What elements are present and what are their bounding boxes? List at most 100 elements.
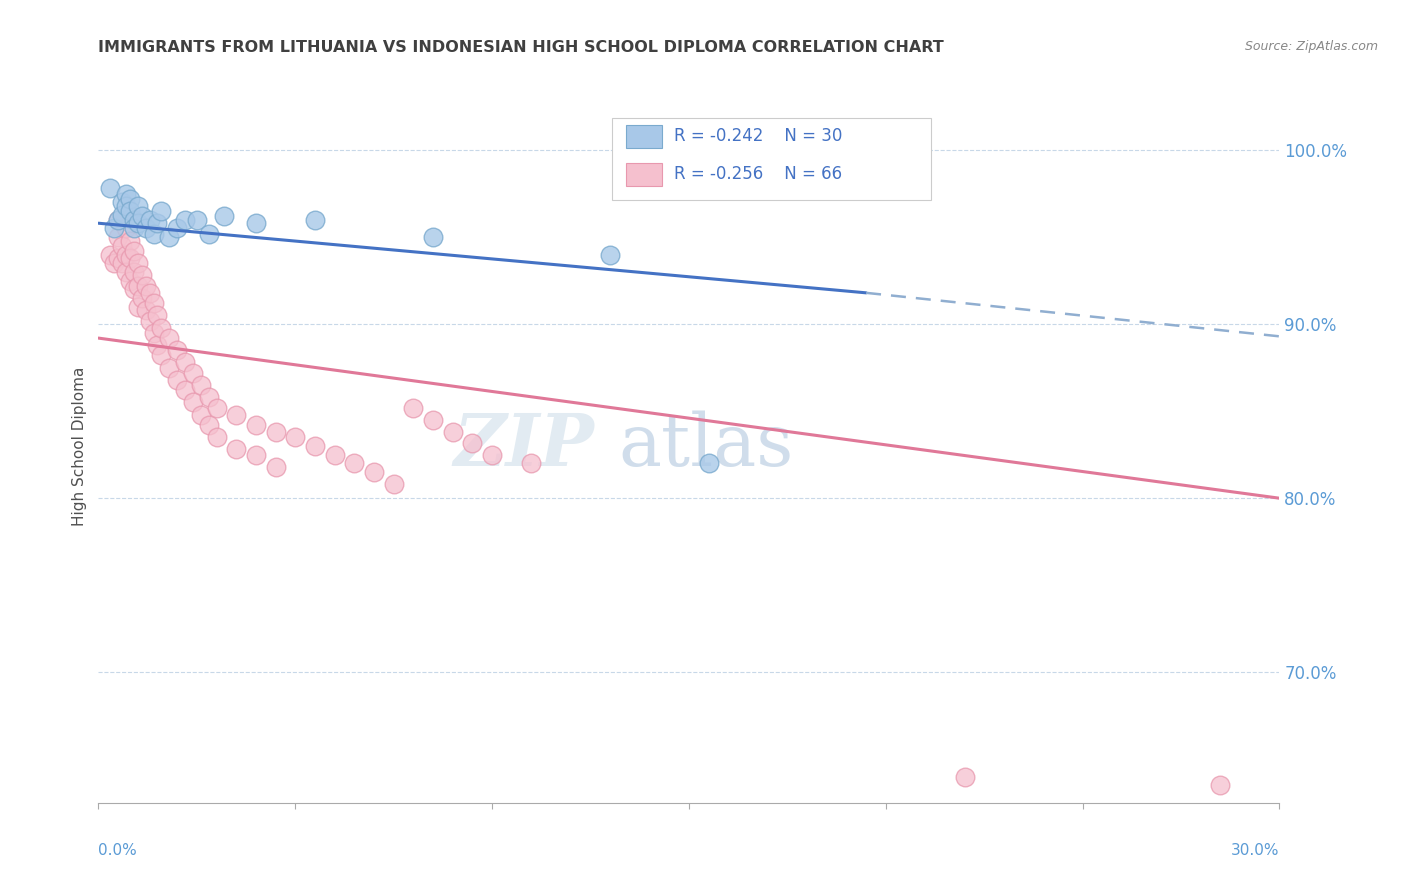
Point	[599, 247, 621, 261]
Point	[138, 314, 160, 328]
Point	[122, 282, 145, 296]
Point	[197, 418, 219, 433]
Point	[174, 212, 197, 227]
Point	[146, 338, 169, 352]
Point	[118, 251, 141, 265]
Point	[122, 265, 145, 279]
FancyBboxPatch shape	[612, 118, 931, 200]
Point	[111, 239, 134, 253]
Text: R = -0.242    N = 30: R = -0.242 N = 30	[673, 128, 842, 145]
Point	[157, 230, 180, 244]
Text: Source: ZipAtlas.com: Source: ZipAtlas.com	[1244, 40, 1378, 54]
Point	[142, 296, 165, 310]
Point	[150, 349, 173, 363]
Point	[98, 247, 121, 261]
Point	[122, 212, 145, 227]
Point	[111, 256, 134, 270]
Point	[166, 221, 188, 235]
Text: atlas: atlas	[619, 410, 793, 482]
Point	[138, 212, 160, 227]
Point	[520, 457, 543, 471]
Point	[264, 425, 287, 439]
Point	[98, 181, 121, 195]
Point	[304, 439, 326, 453]
Point	[481, 448, 503, 462]
Point	[422, 230, 444, 244]
Point	[118, 274, 141, 288]
Point	[157, 331, 180, 345]
Point	[190, 378, 212, 392]
Point	[166, 343, 188, 358]
Text: IMMIGRANTS FROM LITHUANIA VS INDONESIAN HIGH SCHOOL DIPLOMA CORRELATION CHART: IMMIGRANTS FROM LITHUANIA VS INDONESIAN …	[98, 40, 945, 55]
Text: ZIP: ZIP	[454, 410, 595, 482]
Point	[127, 256, 149, 270]
FancyBboxPatch shape	[626, 162, 662, 186]
Point	[264, 459, 287, 474]
Point	[205, 430, 228, 444]
Point	[174, 355, 197, 369]
Point	[323, 448, 346, 462]
Point	[131, 268, 153, 283]
Point	[115, 186, 138, 201]
Point	[142, 227, 165, 241]
Point	[190, 408, 212, 422]
Point	[245, 418, 267, 433]
Point	[122, 244, 145, 258]
Point	[461, 435, 484, 450]
Point	[166, 373, 188, 387]
Point	[107, 212, 129, 227]
Point	[118, 204, 141, 219]
Point	[422, 413, 444, 427]
Point	[103, 221, 125, 235]
Point	[284, 430, 307, 444]
Point	[111, 207, 134, 221]
Point	[402, 401, 425, 415]
Point	[118, 234, 141, 248]
Point	[245, 216, 267, 230]
Point	[146, 216, 169, 230]
Point	[142, 326, 165, 340]
Point	[205, 401, 228, 415]
Point	[127, 278, 149, 293]
Point	[225, 408, 247, 422]
Point	[118, 192, 141, 206]
Point	[103, 256, 125, 270]
Point	[107, 212, 129, 227]
Point	[953, 770, 976, 784]
Point	[115, 221, 138, 235]
Point	[181, 366, 204, 380]
Point	[135, 221, 157, 235]
Point	[138, 285, 160, 300]
Text: 0.0%: 0.0%	[98, 843, 138, 858]
Point	[150, 320, 173, 334]
Point	[174, 384, 197, 398]
FancyBboxPatch shape	[626, 125, 662, 148]
Point	[304, 212, 326, 227]
Point	[115, 199, 138, 213]
Point	[146, 309, 169, 323]
Point	[245, 448, 267, 462]
Y-axis label: High School Diploma: High School Diploma	[72, 367, 87, 525]
Point	[135, 278, 157, 293]
Point	[107, 251, 129, 265]
Point	[697, 457, 720, 471]
Point	[157, 360, 180, 375]
Point	[186, 212, 208, 227]
Point	[122, 221, 145, 235]
Point	[135, 303, 157, 318]
Point	[363, 465, 385, 479]
Point	[382, 477, 405, 491]
Point	[441, 425, 464, 439]
Point	[127, 199, 149, 213]
Point	[181, 395, 204, 409]
Text: 30.0%: 30.0%	[1232, 843, 1279, 858]
Point	[127, 216, 149, 230]
Point	[111, 195, 134, 210]
Point	[150, 204, 173, 219]
Point	[225, 442, 247, 457]
Point	[197, 390, 219, 404]
Point	[127, 300, 149, 314]
Point	[1209, 778, 1232, 792]
Point	[343, 457, 366, 471]
Point	[131, 291, 153, 305]
